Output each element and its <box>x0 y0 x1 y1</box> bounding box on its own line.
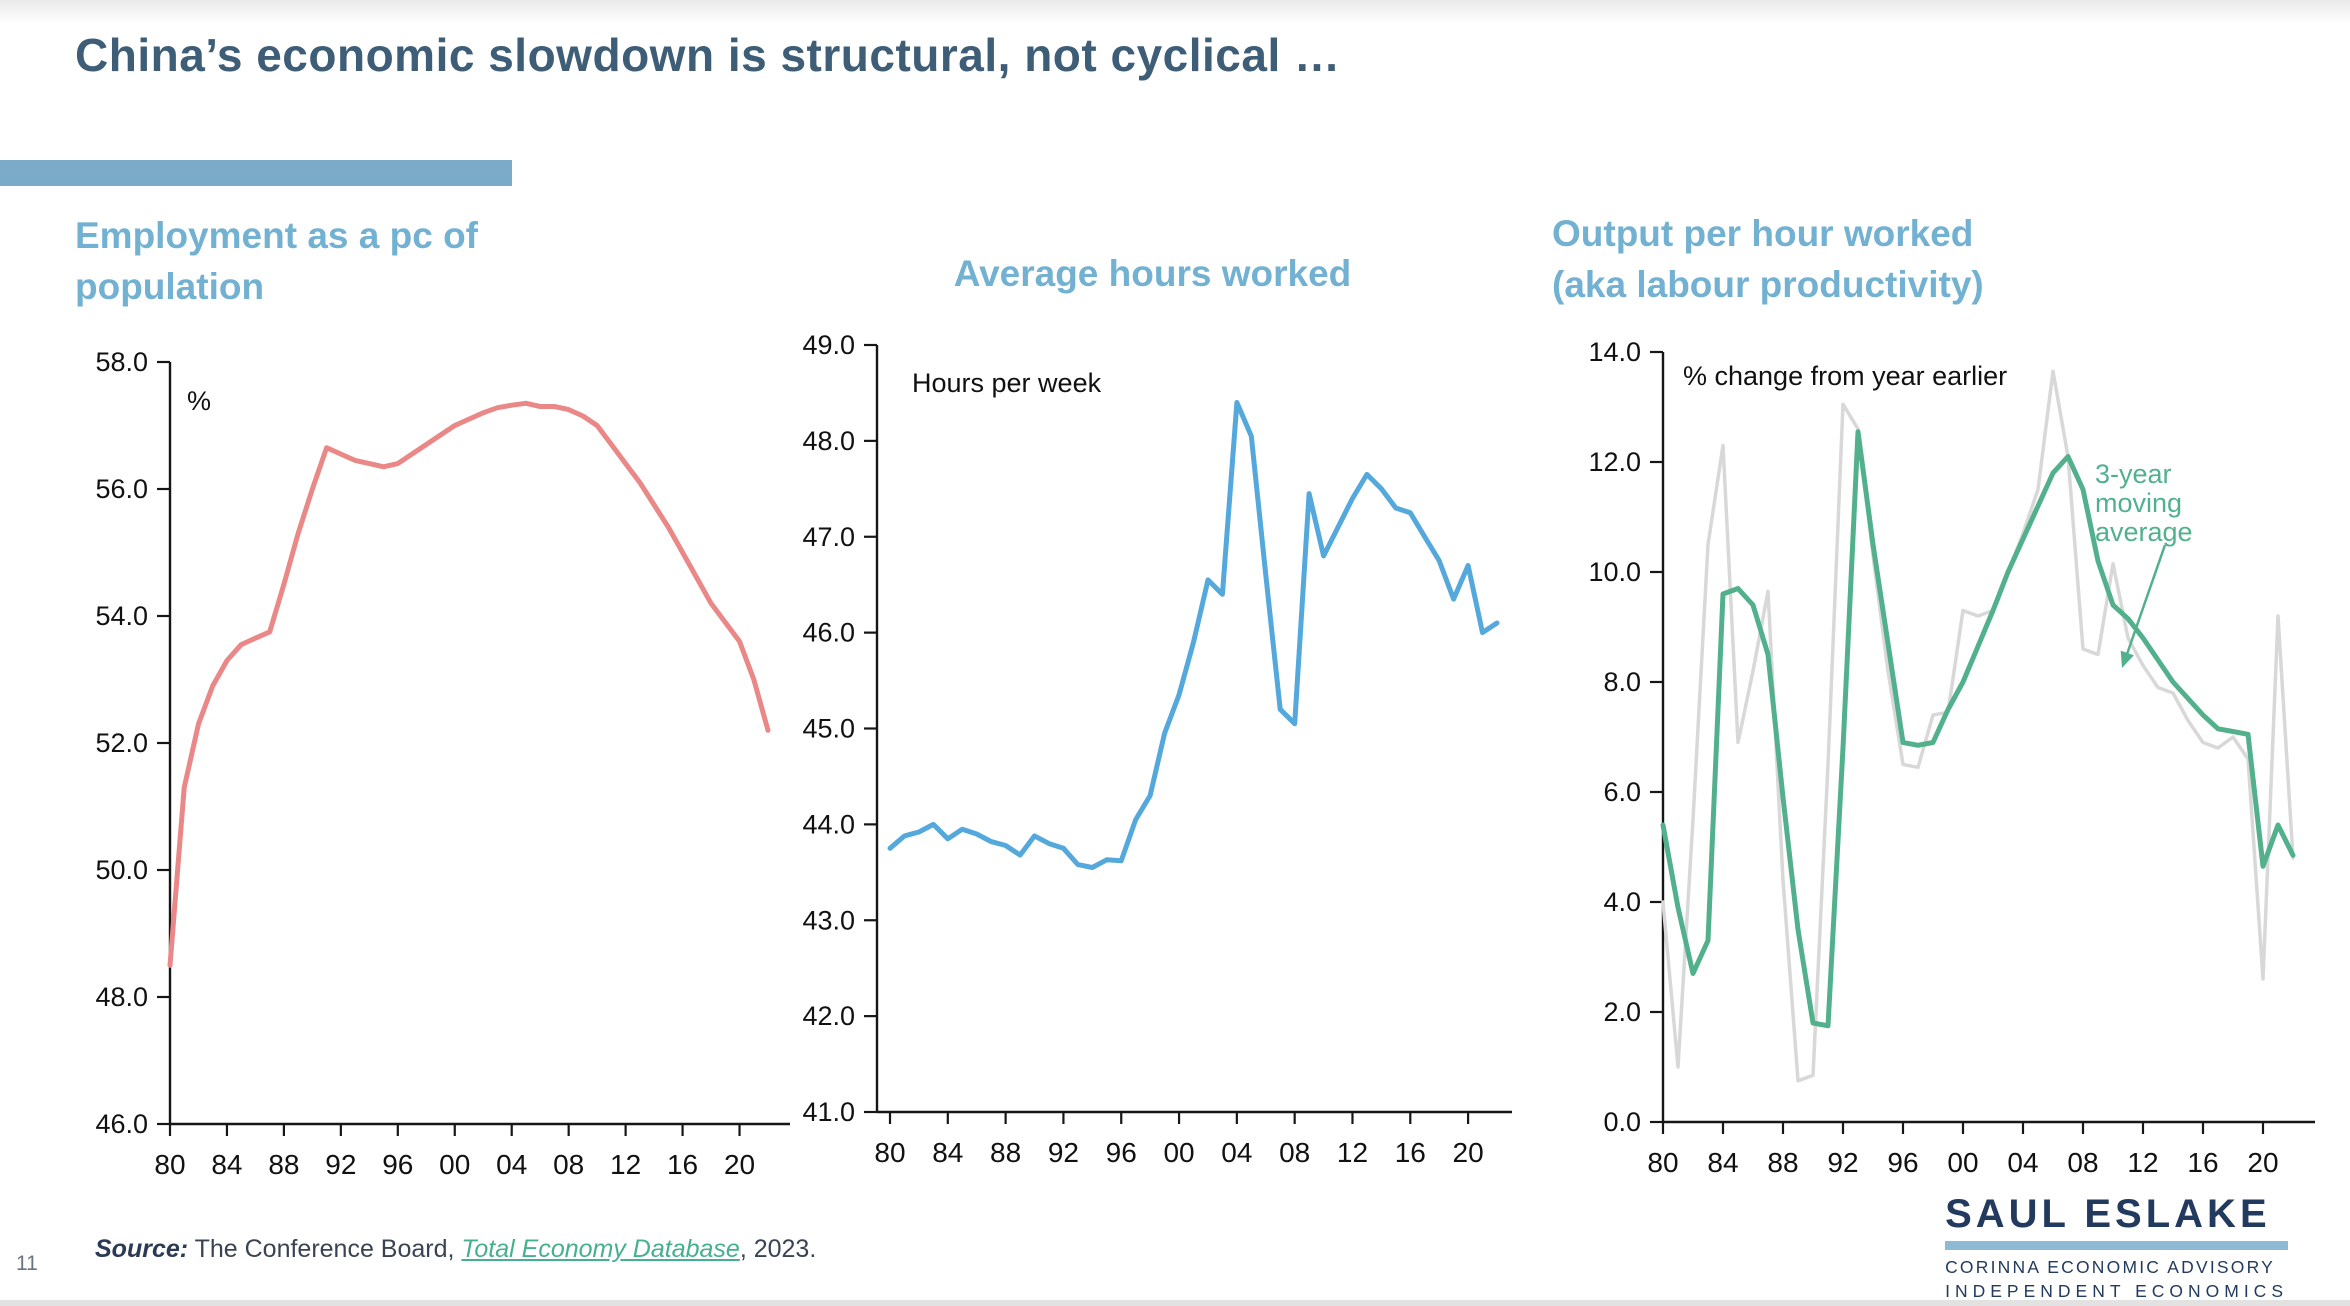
x-tick-label: 16 <box>1395 1137 1426 1168</box>
chart-title-line: Average hours worked <box>953 253 1352 294</box>
y-tick-label: 43.0 <box>802 905 855 935</box>
y-tick-label: 42.0 <box>802 1001 855 1031</box>
page-number: 11 <box>16 1252 38 1275</box>
logo-name: SAUL ESLAKE <box>1945 1192 2271 1236</box>
y-tick-label: 48.0 <box>95 982 148 1012</box>
y-tick-label: 48.0 <box>802 426 855 456</box>
x-tick-label: 04 <box>2007 1147 2038 1178</box>
y-tick-label: 12.0 <box>1588 447 1641 477</box>
logo: SAUL ESLAKE CORINNA ECONOMIC ADVISORY IN… <box>1945 1192 2288 1302</box>
source-label: Source: <box>95 1235 189 1263</box>
x-tick-label: 12 <box>610 1149 641 1180</box>
annotation-text: 3-year <box>2095 459 2172 489</box>
logo-bar <box>1945 1241 2288 1250</box>
source-suffix: , 2023. <box>739 1235 817 1263</box>
employment-chart: 58.0 56.0 54.0 52.0 50.0 48.0 46.080 84 88 92 96 00… <box>95 347 790 1180</box>
slide-bottom-edge <box>0 1300 2350 1306</box>
axis-unit-label: Hours per week <box>912 368 1102 398</box>
x-tick-label: 84 <box>211 1149 242 1180</box>
y-tick-label: 56.0 <box>95 474 148 504</box>
chart-title-line: population <box>75 266 265 308</box>
logo-subtitle-2: INDEPENDENT ECONOMICS <box>1945 1281 2288 1301</box>
y-tick-label: 8.0 <box>1603 667 1641 697</box>
x-tick-label: 96 <box>1106 1137 1137 1168</box>
y-tick-label: 46.0 <box>95 1109 148 1139</box>
x-tick-label: 88 <box>268 1149 299 1180</box>
x-tick-label: 20 <box>2247 1147 2278 1178</box>
axis-unit-label: % <box>187 386 211 416</box>
title-accent-bar <box>0 160 512 186</box>
y-tick-label: 58.0 <box>95 347 148 377</box>
x-tick-label: 04 <box>496 1149 527 1180</box>
x-tick-label: 84 <box>932 1137 963 1168</box>
y-tick-label: 14.0 <box>1588 337 1641 367</box>
x-tick-label: 12 <box>1337 1137 1368 1168</box>
x-tick-label: 16 <box>667 1149 698 1180</box>
x-tick-label: 00 <box>439 1149 470 1180</box>
chart-title-line: Employment as a pc of <box>75 215 478 256</box>
page-title: China’s economic slowdown is structural,… <box>75 29 1341 81</box>
source-text: The Conference Board, <box>188 1235 462 1263</box>
x-tick-label: 88 <box>1767 1147 1798 1178</box>
x-tick-label: 88 <box>990 1137 1021 1168</box>
series-line-average-hours-worked <box>887 400 1500 870</box>
x-tick-label: 04 <box>1221 1137 1252 1168</box>
annotation-arrowhead <box>2120 650 2134 668</box>
x-tick-label: 84 <box>1707 1147 1738 1178</box>
x-tick-label: 96 <box>382 1149 413 1180</box>
y-tick-label: 4.0 <box>1603 887 1641 917</box>
x-tick-label: 00 <box>1163 1137 1194 1168</box>
productivity-chart: 14.0 12.0 10.0 8.0 6.0 4.0 2.0 0.080 84 88 92 96 00 0… <box>1588 337 2315 1178</box>
slide-top-edge <box>0 0 2350 24</box>
y-tick-label: 54.0 <box>95 601 148 631</box>
chart-title-line: (aka labour productivity) <box>1552 264 1984 306</box>
y-tick-label: 2.0 <box>1603 997 1641 1027</box>
y-tick-label: 41.0 <box>802 1097 855 1127</box>
x-tick-label: 80 <box>154 1149 185 1180</box>
x-tick-label: 20 <box>724 1149 755 1180</box>
x-tick-label: 12 <box>2127 1147 2158 1178</box>
y-tick-label: 10.0 <box>1588 557 1641 587</box>
y-tick-label: 45.0 <box>802 714 855 744</box>
chart-title-productivity: Output per hour worked (aka labour produ… <box>1552 208 2172 310</box>
logo-subtitle-1: CORINNA ECONOMIC ADVISORY <box>1945 1257 2275 1277</box>
y-tick-label: 47.0 <box>802 522 855 552</box>
x-tick-label: 92 <box>325 1149 356 1180</box>
series-line-3-year-moving-average <box>1660 429 2296 1029</box>
x-tick-label: 16 <box>2187 1147 2218 1178</box>
y-tick-label: 49.0 <box>802 330 855 360</box>
y-tick-label: 44.0 <box>802 809 855 839</box>
chart-title-line: Output per hour worked <box>1552 213 1974 254</box>
annotation-arrow <box>2124 544 2167 658</box>
chart-title-employment: Employment as a pc of population <box>75 210 595 312</box>
x-tick-label: 96 <box>1887 1147 1918 1178</box>
y-tick-label: 6.0 <box>1603 777 1641 807</box>
hours-worked-chart: 49.0 48.0 47.0 46.0 45.0 44.0 43.0 42.0 41.0 80 84… <box>802 330 1512 1168</box>
y-tick-label: 52.0 <box>95 728 148 758</box>
annotation-text: moving <box>2095 488 2182 518</box>
chart-title-hours: Average hours worked <box>785 248 1520 299</box>
x-tick-label: 08 <box>2067 1147 2098 1178</box>
x-tick-label: 80 <box>1647 1147 1678 1178</box>
y-tick-label: 50.0 <box>95 855 148 885</box>
x-tick-label: 92 <box>1048 1137 1079 1168</box>
x-tick-label: 00 <box>1947 1147 1978 1178</box>
x-tick-label: 20 <box>1453 1137 1484 1168</box>
x-tick-label: 08 <box>553 1149 584 1180</box>
x-tick-label: 80 <box>874 1137 905 1168</box>
y-tick-label: 0.0 <box>1603 1107 1641 1137</box>
source-link[interactable]: Total Economy Database <box>461 1235 740 1263</box>
series-line-annual-pc-change <box>1661 369 2295 1083</box>
series-line-employment-as-pc-of-population <box>167 400 771 968</box>
axis-unit-label: % change from year earlier <box>1683 361 2007 391</box>
y-tick-label: 46.0 <box>802 618 855 648</box>
source-line: Source: The Conference Board, Total Econ… <box>95 1235 816 1264</box>
annotation-text: average <box>2095 517 2193 547</box>
x-tick-label: 92 <box>1827 1147 1858 1178</box>
x-tick-label: 08 <box>1279 1137 1310 1168</box>
